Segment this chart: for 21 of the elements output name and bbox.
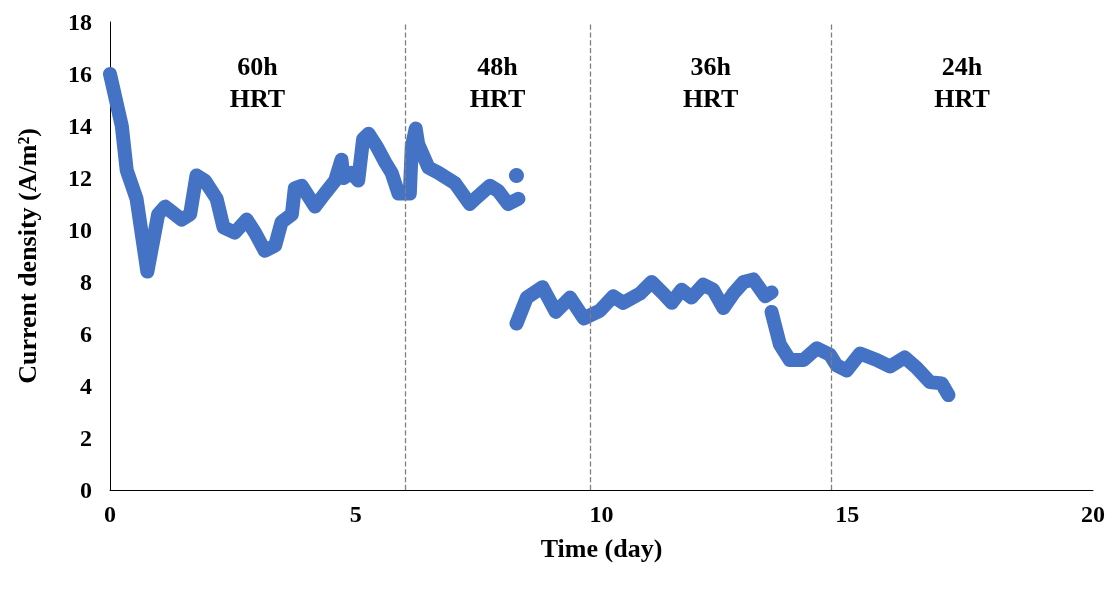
- x-tick-label: 15: [835, 501, 860, 527]
- x-tick-label: 5: [349, 501, 362, 527]
- annotation: 36h HRT: [682, 51, 739, 113]
- annotation: 24h HRT: [934, 51, 990, 113]
- x-tick-label: 20: [1081, 501, 1105, 527]
- annotation: 48h HRT: [469, 51, 526, 113]
- y-tick-label: 12: [68, 165, 92, 191]
- y-tick-label: 4: [80, 373, 92, 399]
- x-tick-label: 10: [589, 501, 614, 527]
- y-tick-label: 0: [80, 477, 92, 503]
- annotation: 60h HRT: [229, 51, 286, 113]
- y-tick-label: 14: [68, 113, 92, 139]
- y-tick-label: 18: [68, 9, 92, 35]
- y-tick-label: 16: [68, 61, 92, 87]
- y-tick-label: 8: [80, 269, 92, 295]
- y-tick-label: 10: [68, 217, 92, 243]
- x-tick-label: 0: [104, 501, 116, 527]
- y-tick-label: 2: [80, 425, 92, 451]
- x-axis-title: Time (day): [540, 533, 663, 563]
- y-tick-label: 6: [80, 321, 92, 347]
- y-axis-title: Current density (A/m²): [12, 128, 42, 384]
